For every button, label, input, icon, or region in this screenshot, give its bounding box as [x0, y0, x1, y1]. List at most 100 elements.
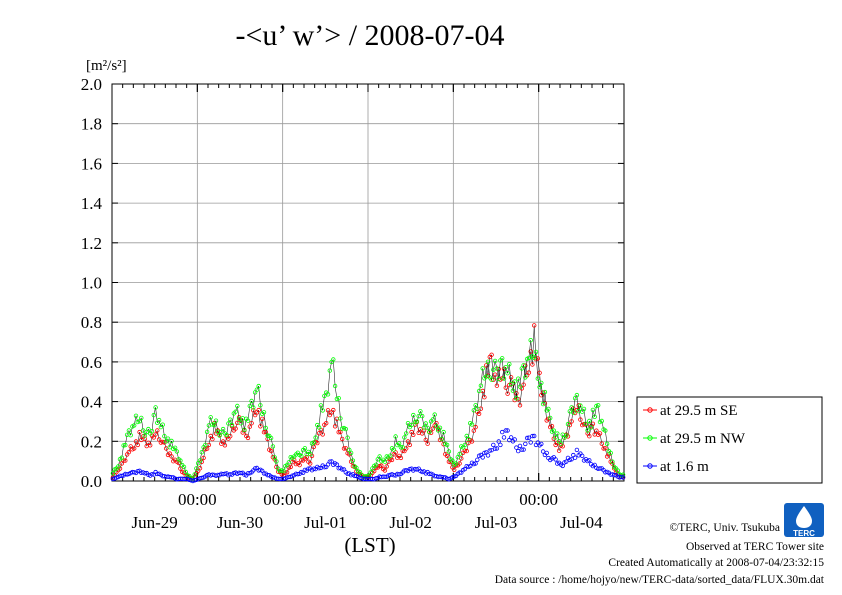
data-point-se [444, 453, 450, 459]
data-point-se [222, 443, 228, 448]
data-point-low [560, 463, 565, 469]
y-axis-ticks: 0.0 0.2 0.4 0.6 0.8 1.0 1.2 1.4 1.6 1.8 2.0 [81, 75, 624, 491]
data-point-nw [224, 432, 229, 438]
data-point-nw [181, 464, 187, 470]
x-axis-label: (LST) [344, 533, 395, 557]
data-point-low [494, 446, 500, 451]
series-line-se [112, 325, 624, 480]
data-point-nw [332, 383, 338, 389]
chart-title: -<u’ w’> / 2008-07-04 [235, 19, 504, 52]
data-point-nw [450, 458, 455, 463]
data-point-se [331, 407, 336, 413]
data-point-nw [133, 413, 139, 418]
data-point-nw [501, 376, 507, 381]
data-point-se [382, 468, 388, 473]
data-point-se [407, 442, 412, 448]
y-tick-label: 1.4 [81, 194, 103, 213]
data-point-nw [308, 451, 313, 457]
data-point-nw [227, 417, 233, 422]
x-date-label: Jun-29 [132, 513, 178, 532]
data-point-se [521, 382, 526, 387]
data-point-se [430, 426, 436, 431]
data-point-nw [412, 419, 418, 425]
data-point-low [265, 473, 270, 478]
data-point-nw [121, 443, 126, 448]
data-point-nw [343, 426, 348, 432]
y-tick-label: 1.8 [81, 115, 102, 134]
y-tick-label: 0.0 [81, 472, 102, 491]
data-point-nw [373, 462, 379, 467]
data-point-nw [425, 425, 430, 430]
data-point-se [603, 446, 608, 451]
data-point-nw [400, 445, 405, 450]
data-point-nw [126, 428, 132, 433]
data-point-nw [192, 472, 197, 477]
data-point-low [252, 466, 258, 471]
data-point-low [524, 435, 530, 441]
footer-copyright: ©TERC, Univ. Tsukuba [670, 522, 780, 534]
data-point-nw [377, 454, 382, 459]
data-point-nw [345, 435, 350, 440]
data-point-nw [507, 362, 512, 367]
data-point-se [297, 462, 302, 468]
data-point-nw [242, 427, 247, 432]
data-point-nw [439, 436, 444, 442]
data-point-se [464, 448, 469, 454]
data-point-nw [274, 459, 279, 464]
data-point-se [530, 362, 535, 367]
data-point-se [201, 455, 206, 461]
data-point-se [204, 446, 210, 451]
x-time-label: 00:00 [434, 490, 473, 509]
data-point-nw [476, 388, 482, 394]
data-point-se [549, 424, 555, 429]
data-point-low [396, 472, 402, 477]
data-point-se [311, 444, 316, 450]
data-point-se [210, 436, 215, 442]
data-point-se [324, 421, 329, 426]
data-point-nw [220, 426, 226, 432]
data-point-se [578, 417, 583, 422]
data-point-nw [523, 375, 528, 380]
x-date-label: Jul-01 [304, 513, 347, 532]
data-point-low [516, 448, 521, 454]
data-point-se [233, 426, 238, 431]
data-point-low [523, 441, 528, 447]
data-point-se [594, 428, 599, 433]
y-tick-label: 0.6 [81, 353, 102, 372]
data-point-low [485, 453, 491, 458]
data-point-se [325, 408, 331, 413]
data-point-nw [516, 376, 521, 381]
data-point-se [423, 437, 428, 443]
data-point-se [137, 429, 142, 435]
data-point-se [256, 407, 261, 413]
data-point-nw [229, 422, 235, 428]
legend-box [636, 396, 823, 484]
data-point-se [599, 441, 604, 446]
data-point-low [199, 475, 204, 481]
data-point-nw [409, 422, 414, 428]
data-point-nw [535, 376, 540, 381]
data-point-nw [348, 450, 354, 456]
y-tick-label: 0.8 [81, 313, 102, 332]
data-point-se [473, 424, 478, 430]
footer-source: Data source : /home/hojyo/new/TERC-data/… [495, 574, 825, 586]
data-point-low [322, 465, 327, 470]
data-point-nw [226, 421, 231, 426]
data-point-nw [338, 416, 343, 421]
data-point-se [156, 437, 162, 442]
data-point-nw [564, 433, 569, 438]
data-point-se [421, 428, 427, 433]
data-point-nw [233, 409, 238, 414]
data-point-se [514, 391, 519, 396]
data-point-nw [247, 403, 252, 409]
data-point-nw [411, 412, 416, 418]
data-point-nw [510, 388, 516, 393]
x-date-label: Jul-04 [560, 513, 603, 532]
data-point-nw [418, 409, 423, 414]
data-point-low [528, 440, 533, 445]
data-point-nw [272, 455, 277, 460]
data-point-low [496, 439, 501, 444]
data-point-se [340, 436, 345, 442]
data-point-se [245, 435, 251, 441]
